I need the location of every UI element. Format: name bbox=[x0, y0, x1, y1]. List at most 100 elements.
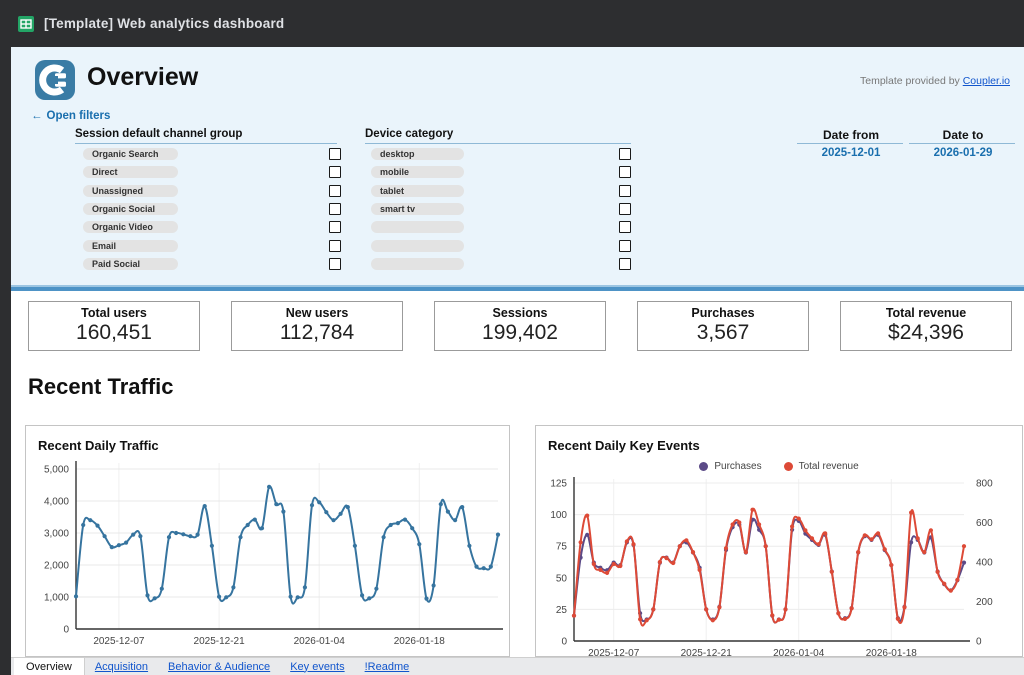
kpi-value: 199,402 bbox=[435, 321, 605, 345]
chart-title: Recent Daily Key Events bbox=[548, 438, 1022, 453]
filter-pill: Organic Search bbox=[83, 148, 178, 160]
sheet-tab--readme[interactable]: !Readme bbox=[355, 658, 420, 675]
svg-text:4,000: 4,000 bbox=[44, 497, 69, 508]
filter-checkbox[interactable] bbox=[619, 148, 631, 160]
filter-row: mobile bbox=[371, 163, 633, 181]
recent-daily-traffic-chart: 01,0002,0003,0004,0005,0002025-12-072025… bbox=[26, 453, 509, 651]
page-title: Overview bbox=[87, 63, 198, 92]
svg-text:800: 800 bbox=[976, 479, 993, 490]
svg-text:2025-12-21: 2025-12-21 bbox=[681, 648, 733, 657]
filter-checkbox[interactable] bbox=[619, 240, 631, 252]
legend-dot-icon bbox=[699, 462, 708, 471]
svg-text:2025-12-07: 2025-12-07 bbox=[93, 636, 145, 647]
left-gutter bbox=[0, 47, 11, 675]
filter-checkbox[interactable] bbox=[619, 185, 631, 197]
filter-checkbox[interactable] bbox=[329, 258, 341, 270]
kpi-label: New users bbox=[232, 306, 402, 320]
svg-text:75: 75 bbox=[556, 542, 568, 553]
kpi-label: Sessions bbox=[435, 306, 605, 320]
filter-row: Unassigned bbox=[83, 182, 341, 200]
line-chart-svg: 01,0002,0003,0004,0005,0002025-12-072025… bbox=[26, 453, 507, 651]
coupler-logo-icon bbox=[35, 60, 75, 100]
kpi-card: Sessions199,402 bbox=[434, 301, 606, 351]
line-chart-svg: 025507510012502004006008002025-12-072025… bbox=[536, 473, 1020, 657]
kpi-value: 160,451 bbox=[29, 321, 199, 345]
filter-column-header-device-category: Device category bbox=[365, 128, 453, 140]
date-to-value[interactable]: 2026-01-29 bbox=[913, 147, 1013, 159]
filter-checkbox[interactable] bbox=[329, 166, 341, 178]
kpi-value: $24,396 bbox=[841, 321, 1011, 345]
svg-text:2026-01-18: 2026-01-18 bbox=[394, 636, 446, 647]
kpi-card: New users112,784 bbox=[231, 301, 403, 351]
svg-text:2025-12-07: 2025-12-07 bbox=[588, 648, 640, 657]
window-title: [Template] Web analytics dashboard bbox=[44, 16, 284, 31]
filter-checkbox[interactable] bbox=[329, 203, 341, 215]
filter-checkbox[interactable] bbox=[329, 221, 341, 233]
filter-row bbox=[371, 218, 633, 236]
kpi-value: 3,567 bbox=[638, 321, 808, 345]
sheet-tab-bar: OverviewAcquisitionBehavior & AudienceKe… bbox=[11, 657, 1024, 675]
filter-pill: desktop bbox=[371, 148, 464, 160]
column-rule bbox=[909, 143, 1015, 144]
kpi-card: Total users160,451 bbox=[28, 301, 200, 351]
recent-daily-key-events-chart: 025507510012502004006008002025-12-072025… bbox=[536, 473, 1022, 657]
svg-text:0: 0 bbox=[561, 637, 567, 648]
filter-checkbox[interactable] bbox=[329, 240, 341, 252]
kpi-row: Total users160,451 New users112,784 Sessio… bbox=[28, 301, 1016, 351]
filter-pill: Email bbox=[83, 240, 178, 252]
sheet-tab-key-events[interactable]: Key events bbox=[280, 658, 354, 675]
open-filters-toggle[interactable]: ←Open filters bbox=[31, 110, 110, 122]
svg-text:2,000: 2,000 bbox=[44, 561, 69, 572]
sheet-tab-acquisition[interactable]: Acquisition bbox=[85, 658, 158, 675]
date-to-label: Date to bbox=[913, 128, 1013, 142]
recent-daily-traffic-chart-card: Recent Daily Traffic 01,0002,0003,0004,0… bbox=[25, 425, 510, 657]
filter-row: Direct bbox=[83, 163, 341, 181]
legend-item: Purchases bbox=[699, 459, 761, 473]
svg-text:0: 0 bbox=[976, 637, 982, 648]
svg-text:2025-12-21: 2025-12-21 bbox=[194, 636, 246, 647]
filter-panel: Overview Template provided by Coupler.io… bbox=[11, 47, 1024, 285]
svg-text:50: 50 bbox=[556, 573, 568, 584]
svg-text:400: 400 bbox=[976, 558, 993, 569]
column-rule bbox=[365, 143, 631, 144]
date-from-value[interactable]: 2025-12-01 bbox=[801, 147, 901, 159]
coupler-link[interactable]: Coupler.io bbox=[963, 75, 1010, 87]
svg-text:2026-01-04: 2026-01-04 bbox=[294, 636, 346, 647]
chart-legend: PurchasesTotal revenue bbox=[536, 459, 1022, 473]
svg-text:5,000: 5,000 bbox=[44, 465, 69, 476]
filter-checkbox[interactable] bbox=[619, 203, 631, 215]
filter-row: Organic Social bbox=[83, 200, 341, 218]
filter-checkbox[interactable] bbox=[619, 258, 631, 270]
svg-text:3,000: 3,000 bbox=[44, 529, 69, 540]
svg-text:2026-01-18: 2026-01-18 bbox=[866, 648, 918, 657]
filter-checkbox[interactable] bbox=[619, 166, 631, 178]
app-window: [Template] Web analytics dashboard Overv… bbox=[0, 0, 1024, 675]
section-divider bbox=[11, 285, 1024, 291]
svg-text:125: 125 bbox=[550, 479, 567, 490]
filter-row: Organic Search bbox=[83, 145, 341, 163]
filter-pill: mobile bbox=[371, 166, 464, 178]
filter-row: smart tv bbox=[371, 200, 633, 218]
filter-pill: tablet bbox=[371, 185, 464, 197]
filter-checkbox[interactable] bbox=[329, 148, 341, 160]
window-title-bar: [Template] Web analytics dashboard bbox=[0, 0, 1024, 47]
channel-group-filter-list: Organic Search Direct UnassignedOrganic So… bbox=[83, 145, 341, 273]
filter-pill: Organic Video bbox=[83, 221, 178, 233]
column-rule bbox=[75, 143, 337, 144]
filter-row bbox=[371, 236, 633, 254]
filter-pill: Direct bbox=[83, 166, 178, 178]
filter-checkbox[interactable] bbox=[619, 221, 631, 233]
filter-checkbox[interactable] bbox=[329, 185, 341, 197]
template-provided-by: Template provided by Coupler.io bbox=[860, 75, 1010, 87]
kpi-card: Purchases3,567 bbox=[637, 301, 809, 351]
svg-text:0: 0 bbox=[63, 625, 69, 636]
date-from-label: Date from bbox=[801, 128, 901, 142]
sheet-tab-overview[interactable]: Overview bbox=[14, 658, 85, 675]
filter-row: Email bbox=[83, 236, 341, 254]
filter-column-header-channel-group: Session default channel group bbox=[75, 128, 242, 140]
svg-text:200: 200 bbox=[976, 597, 993, 608]
filter-row: Organic Video bbox=[83, 218, 341, 236]
kpi-label: Purchases bbox=[638, 306, 808, 320]
recent-daily-key-events-chart-card: Recent Daily Key Events PurchasesTotal r… bbox=[535, 425, 1023, 657]
sheet-tab-behavior-audience[interactable]: Behavior & Audience bbox=[158, 658, 280, 675]
